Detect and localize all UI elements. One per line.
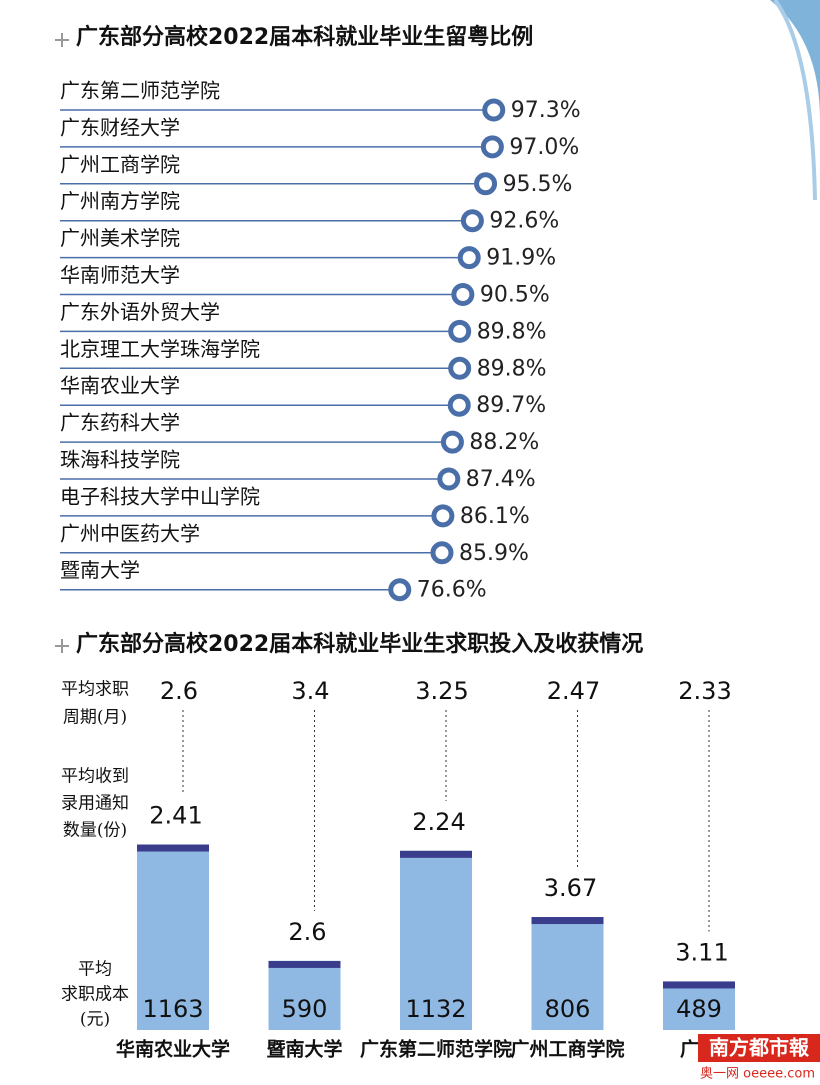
offers-label: 2.24 (412, 808, 465, 836)
bar (137, 844, 209, 1030)
row-label: (元) (80, 1010, 110, 1030)
marker (440, 430, 464, 454)
bar (531, 917, 604, 1030)
category-label: 广州南方学院 (60, 189, 180, 213)
marker (388, 578, 412, 602)
cost-label: 806 (545, 995, 591, 1023)
chart-title: 广东部分高校2022届本科就业毕业生留粤比例 (76, 24, 533, 50)
title-icon (55, 33, 69, 47)
value-label: 89.7% (476, 393, 546, 418)
bar-cap (400, 850, 472, 858)
watermark-brand: 南方都市報 (709, 1036, 810, 1060)
value-label: 91.9% (486, 246, 556, 271)
row-label: 平均收到 (61, 767, 129, 787)
chart-title: 广东部分高校2022届本科就业毕业生求职投入及收获情况 (76, 631, 643, 657)
watermark: 南方都市報 奥一网 oeeee.com (698, 1034, 820, 1082)
value-label: 95.5% (503, 172, 573, 197)
bar-cap (137, 844, 209, 852)
watermark-site: 奥一网 oeeee.com (700, 1067, 815, 1082)
cost-label: 1163 (142, 995, 203, 1023)
bar-cap (531, 917, 604, 925)
value-label: 76.6% (417, 578, 487, 603)
category-label: 广州美术学院 (60, 226, 180, 250)
marker (460, 209, 484, 233)
bar (400, 850, 472, 1030)
value-label: 90.5% (480, 283, 550, 308)
marker (448, 356, 472, 380)
bar (663, 981, 735, 1030)
watermark-box (698, 1034, 820, 1062)
bar (268, 960, 341, 1030)
row-label: 录用通知 (61, 794, 129, 814)
marker (474, 172, 498, 196)
cost-label: 1132 (405, 995, 466, 1023)
cost-label: 489 (676, 995, 722, 1023)
value-label: 89.8% (477, 319, 547, 344)
marker (447, 393, 471, 417)
category-label: 广东第二师范学院 (360, 1038, 512, 1061)
marker (457, 246, 481, 270)
value-label: 85.9% (459, 541, 529, 566)
category-label: 广东财经大学 (60, 115, 180, 139)
marker (448, 319, 472, 343)
value-label: 97.3% (511, 98, 581, 123)
bar-cap (663, 981, 735, 989)
duration-label: 3.4 (291, 677, 329, 705)
title-icon (55, 639, 69, 653)
category-label: 广州工商学院 (60, 152, 180, 176)
marker (451, 283, 475, 306)
marker (482, 98, 506, 122)
row-label: 周期(月) (63, 708, 127, 728)
offers-label: 2.6 (288, 918, 326, 946)
category-label: 广东外语外贸大学 (60, 300, 220, 324)
category-label: 广州中医药大学 (60, 521, 200, 545)
category-label: 广东第二师范学院 (60, 79, 220, 103)
marker (437, 467, 461, 491)
row-label: 平均求职 (61, 680, 129, 700)
offers-label: 2.41 (149, 802, 202, 830)
value-label: 88.2% (469, 430, 539, 455)
category-label: 华南农业大学 (116, 1038, 230, 1061)
bar-cap (268, 960, 341, 968)
duration-label: 2.33 (678, 677, 731, 705)
cost-label: 590 (282, 995, 328, 1023)
duration-label: 2.47 (547, 677, 600, 705)
offers-label: 3.11 (675, 938, 728, 966)
duration-label: 3.25 (415, 677, 468, 705)
category-label: 珠海科技学院 (60, 448, 180, 472)
value-label: 89.8% (477, 356, 547, 381)
value-label: 97.0% (509, 135, 579, 160)
corner-decoration (773, 0, 817, 201)
marker (431, 504, 455, 528)
value-label: 87.4% (466, 467, 536, 492)
offers-label: 3.67 (544, 874, 597, 902)
category-label: 北京理工大学珠海学院 (60, 337, 260, 361)
marker (480, 135, 504, 159)
marker (430, 541, 454, 565)
row-label: 平均 (78, 960, 112, 980)
row-label: 数量(份) (63, 821, 127, 841)
category-label: 暨南大学 (60, 558, 140, 582)
category-label: 广东药科大学 (60, 411, 180, 435)
category-label: 广州工商学院 (510, 1038, 624, 1061)
duration-label: 2.6 (160, 677, 198, 705)
value-label: 86.1% (460, 504, 530, 529)
category-label: 暨南大学 (266, 1038, 342, 1061)
category-label: 华南师范大学 (60, 263, 180, 287)
corner-decoration (770, 0, 820, 120)
value-label: 92.6% (489, 209, 559, 234)
category-label: 电子科技大学中山学院 (60, 484, 260, 508)
row-label: 求职成本 (61, 985, 129, 1005)
category-label: 华南农业大学 (60, 374, 180, 398)
